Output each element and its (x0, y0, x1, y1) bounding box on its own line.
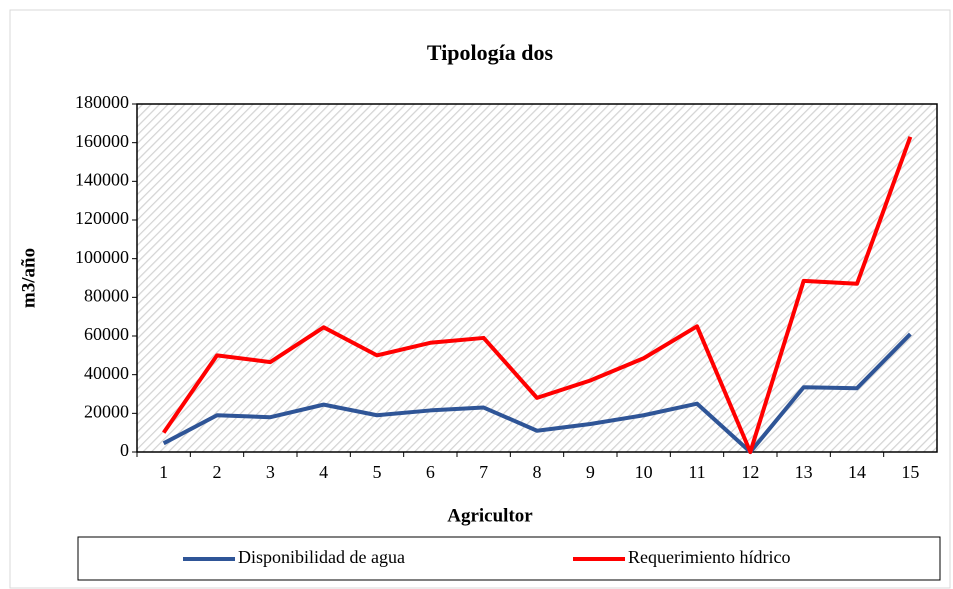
chart-title: Tipología dos (427, 40, 554, 65)
y-tick-label: 120000 (75, 208, 129, 228)
x-tick-label: 5 (373, 462, 382, 482)
legend-label: Requerimiento hídrico (628, 547, 790, 567)
x-tick-label: 12 (741, 462, 759, 482)
y-tick-label: 100000 (75, 247, 129, 267)
x-tick-label: 14 (848, 462, 866, 482)
y-tick-label: 160000 (75, 131, 129, 151)
y-axis-title: m3/año (18, 248, 39, 308)
x-tick-label: 2 (213, 462, 222, 482)
x-tick-label: 6 (426, 462, 435, 482)
chart-border (9, 9, 951, 589)
x-tick-label: 7 (479, 462, 488, 482)
y-tick-label: 20000 (84, 401, 129, 421)
x-axis-title: Agricultor (447, 505, 533, 526)
x-tick-label: 9 (586, 462, 595, 482)
x-tick-label: 15 (901, 462, 919, 482)
y-tick-label: 80000 (84, 285, 129, 305)
x-tick-label: 10 (635, 462, 653, 482)
series-line (162, 136, 913, 454)
series-line (162, 332, 912, 454)
y-tick-label: 180000 (75, 92, 129, 112)
y-tick-label: 140000 (75, 169, 129, 189)
legend-label: Disponibilidad de agua (238, 547, 405, 567)
x-tick-label: 1 (159, 462, 168, 482)
x-tick-label: 13 (795, 462, 813, 482)
x-tick-label: 11 (688, 462, 705, 482)
plot-area (137, 104, 937, 452)
y-tick-label: 60000 (84, 324, 129, 344)
x-tick-label: 3 (266, 462, 275, 482)
plot-border (136, 103, 938, 453)
x-tick-label: 8 (533, 462, 542, 482)
y-tick-label: 40000 (84, 363, 129, 383)
x-tick-label: 4 (319, 462, 328, 482)
y-tick-label: 0 (120, 440, 129, 460)
